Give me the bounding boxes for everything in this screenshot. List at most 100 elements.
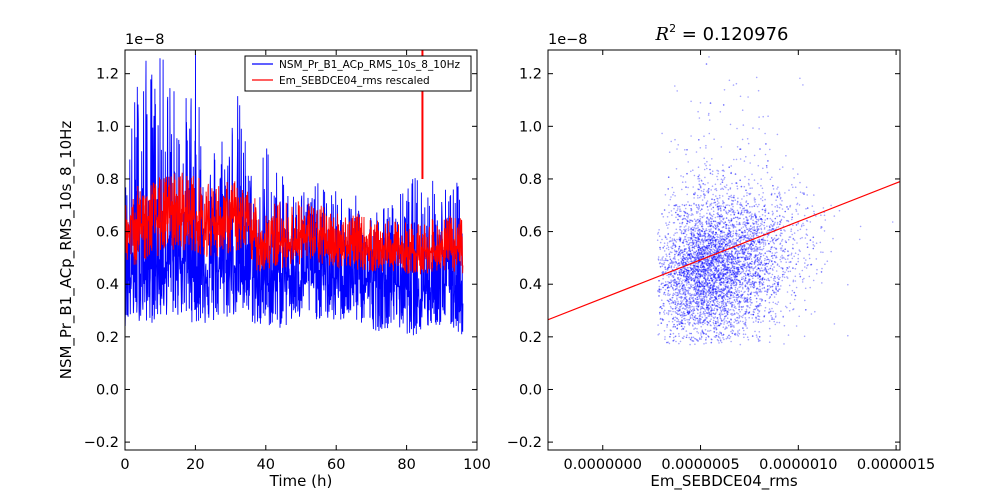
scatter-point: [714, 244, 717, 247]
scatter-point: [676, 304, 678, 307]
scatter-point: [742, 223, 744, 225]
scatter-point: [777, 301, 780, 303]
scatter-point: [703, 268, 705, 270]
scatter-point: [763, 287, 766, 289]
scatter-point: [681, 249, 684, 252]
scatter-point: [758, 252, 761, 254]
scatter-point: [773, 261, 776, 263]
scatter-point: [756, 254, 758, 257]
scatter-point: [757, 253, 760, 256]
scatter-point: [755, 297, 758, 300]
scatter-point: [754, 308, 756, 311]
scatter-point: [670, 266, 673, 269]
scatter-point: [683, 253, 685, 256]
scatter-point: [759, 298, 761, 300]
scatter-point: [659, 262, 661, 264]
scatter-point: [749, 233, 752, 236]
scatter-point: [788, 284, 791, 287]
scatter-point: [662, 263, 664, 265]
scatter-point: [745, 256, 747, 259]
scatter-point: [722, 280, 725, 283]
scatter-point: [700, 338, 702, 340]
scatter-point: [776, 188, 778, 190]
scatter-point: [679, 274, 681, 276]
scatter-point: [755, 307, 758, 310]
scatter-point: [742, 226, 745, 228]
scatter-point: [674, 319, 676, 322]
scatter-point: [751, 173, 753, 176]
scatter-point: [699, 218, 702, 220]
scatter-point: [730, 276, 733, 279]
scatter-point: [773, 223, 776, 225]
scatter-point: [695, 245, 698, 247]
scatter-point: [727, 285, 730, 287]
scatter-point: [708, 188, 710, 190]
scatter-point: [760, 228, 763, 231]
scatter-point: [754, 294, 756, 297]
scatter-point: [729, 188, 732, 190]
scatter-point: [697, 166, 700, 168]
scatter-point: [776, 221, 779, 224]
scatter-point: [685, 225, 687, 227]
scatter-point: [743, 160, 746, 162]
scatter-point: [734, 301, 737, 303]
scatter-point: [745, 259, 747, 262]
scatter-point: [705, 228, 708, 230]
scatter-point: [677, 265, 679, 267]
scatter-point: [775, 293, 778, 296]
scatter-point: [735, 243, 737, 245]
scatter-point: [730, 231, 732, 233]
scatter-point: [715, 328, 718, 331]
scatter-point: [770, 237, 773, 239]
scatter-point: [760, 222, 762, 225]
scatter-point: [663, 259, 665, 262]
scatter-point: [784, 305, 787, 308]
scatter-point: [706, 330, 709, 332]
scatter-point: [696, 254, 698, 257]
scatter-point: [813, 194, 815, 196]
scatter-point: [769, 240, 772, 243]
scatter-point: [687, 321, 689, 323]
scatter-point: [694, 343, 696, 346]
scatter-point: [720, 341, 723, 344]
scatter-point: [712, 319, 715, 322]
scatter-point: [704, 233, 706, 236]
scatter-point: [756, 336, 758, 338]
scatter-point: [736, 294, 739, 296]
scatter-point: [706, 217, 708, 219]
scatter-point: [781, 279, 783, 282]
scatter-point: [698, 188, 700, 191]
scatter-point: [688, 247, 690, 250]
scatter-point: [745, 211, 748, 214]
scatter-point: [676, 231, 678, 234]
scatter-point: [743, 251, 746, 253]
scatter-point: [760, 282, 762, 284]
scatter-point: [739, 343, 742, 346]
scatter-point: [711, 262, 714, 264]
scatter-point: [820, 271, 823, 273]
scatter-point: [732, 196, 735, 199]
scatter-point: [733, 269, 735, 272]
scatter-point: [748, 184, 750, 186]
scatter-point: [744, 264, 746, 267]
scatter-point: [711, 185, 714, 187]
scatter-point: [664, 338, 666, 341]
scatter-point: [736, 300, 739, 303]
scatter-point: [724, 309, 726, 312]
scatter-point: [710, 338, 713, 341]
scatter-point: [752, 215, 755, 218]
scatter-point: [707, 225, 709, 228]
scatter-point: [747, 142, 750, 145]
scatter-point: [673, 266, 675, 268]
scatter-point: [726, 192, 728, 195]
scatter-point: [692, 169, 694, 171]
scatter-point: [728, 230, 730, 233]
scatter-point: [669, 258, 672, 261]
scatter-point: [728, 290, 730, 293]
scatter-point: [770, 193, 773, 196]
scatter-point: [718, 290, 721, 293]
scatter-point: [791, 257, 794, 260]
scatter-point: [681, 188, 683, 191]
scatter-point: [661, 265, 664, 267]
scatter-point: [662, 286, 664, 289]
